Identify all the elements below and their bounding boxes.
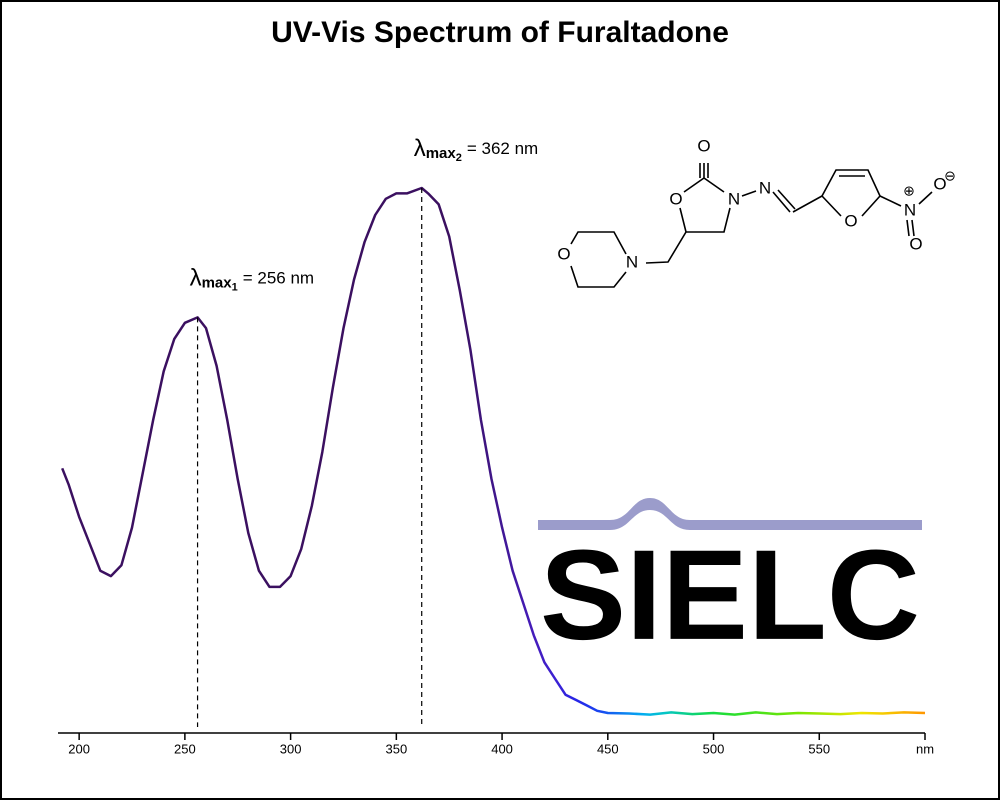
peak-label: λmax2 = 362 nm (414, 135, 539, 164)
x-tick-label: 300 (280, 741, 302, 756)
x-tick-label: 400 (491, 741, 513, 756)
x-tick-label: 350 (385, 741, 407, 756)
lambda-sub: max (426, 145, 457, 162)
lambda-index: 2 (456, 152, 462, 164)
spectrum-line (61, 186, 926, 716)
chart-title: UV-Vis Spectrum of Furaltadone (271, 16, 729, 49)
atom-label: N (728, 189, 740, 208)
atom-label: N (626, 252, 638, 271)
atom-label: O (933, 174, 946, 193)
x-tick-label: nm (916, 741, 934, 756)
atom-label: O (844, 211, 857, 230)
atom-label: O (697, 136, 710, 155)
x-tick-label: 550 (808, 741, 830, 756)
atom-label: O (557, 244, 570, 263)
lambda: λ (190, 265, 202, 292)
charge-label: ⊕ (903, 183, 915, 199)
atom-label: N (904, 200, 916, 219)
x-tick-label: 450 (597, 741, 619, 756)
watermark: SIELC (538, 498, 922, 667)
atom-label: N (759, 178, 771, 197)
charge-label: ⊖ (944, 168, 956, 184)
watermark-text: SIELC (540, 524, 920, 667)
atom-label: O (669, 189, 682, 208)
x-tick-label: 500 (703, 741, 725, 756)
peak-text: = 256 nm (243, 269, 314, 288)
structure (570, 163, 933, 288)
atom-label: O (909, 234, 922, 253)
peak-label: λmax1 = 256 nm (190, 265, 315, 294)
x-tick-label: 250 (174, 741, 196, 756)
lambda-index: 1 (232, 281, 238, 293)
bonds (570, 163, 933, 288)
lambda: λ (414, 135, 426, 162)
watermark-swoosh (538, 498, 922, 530)
peak-text: = 362 nm (467, 139, 538, 158)
x-tick-label: 200 (68, 741, 90, 756)
lambda-sub: max (202, 274, 233, 291)
